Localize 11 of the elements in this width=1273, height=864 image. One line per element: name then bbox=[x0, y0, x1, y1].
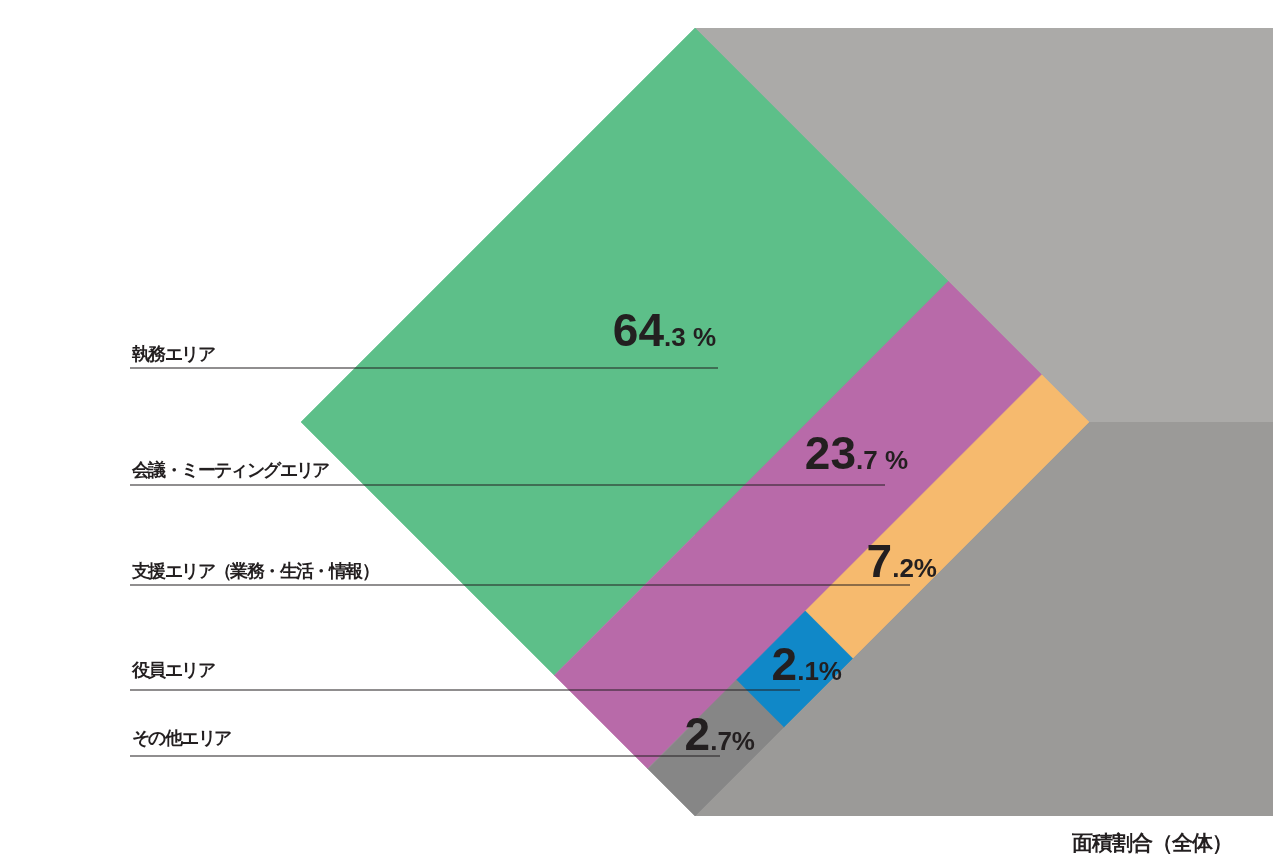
category-label: 会議・ミーティングエリア bbox=[131, 460, 331, 480]
category-label: 支援エリア（業務・生活・情報） bbox=[131, 561, 379, 581]
data-label: 2.1% bbox=[771, 638, 842, 690]
data-label: 64.3 % bbox=[612, 304, 716, 356]
category-label: 役員エリア bbox=[131, 660, 216, 680]
data-label: 2.7% bbox=[684, 708, 755, 760]
text: 面積割合（全体） bbox=[1071, 831, 1232, 854]
data-label: 23.7 % bbox=[804, 427, 908, 479]
data-label: 7.2% bbox=[866, 535, 937, 587]
category-label: 執務エリア bbox=[131, 344, 216, 364]
category-label: その他エリア bbox=[132, 728, 232, 748]
